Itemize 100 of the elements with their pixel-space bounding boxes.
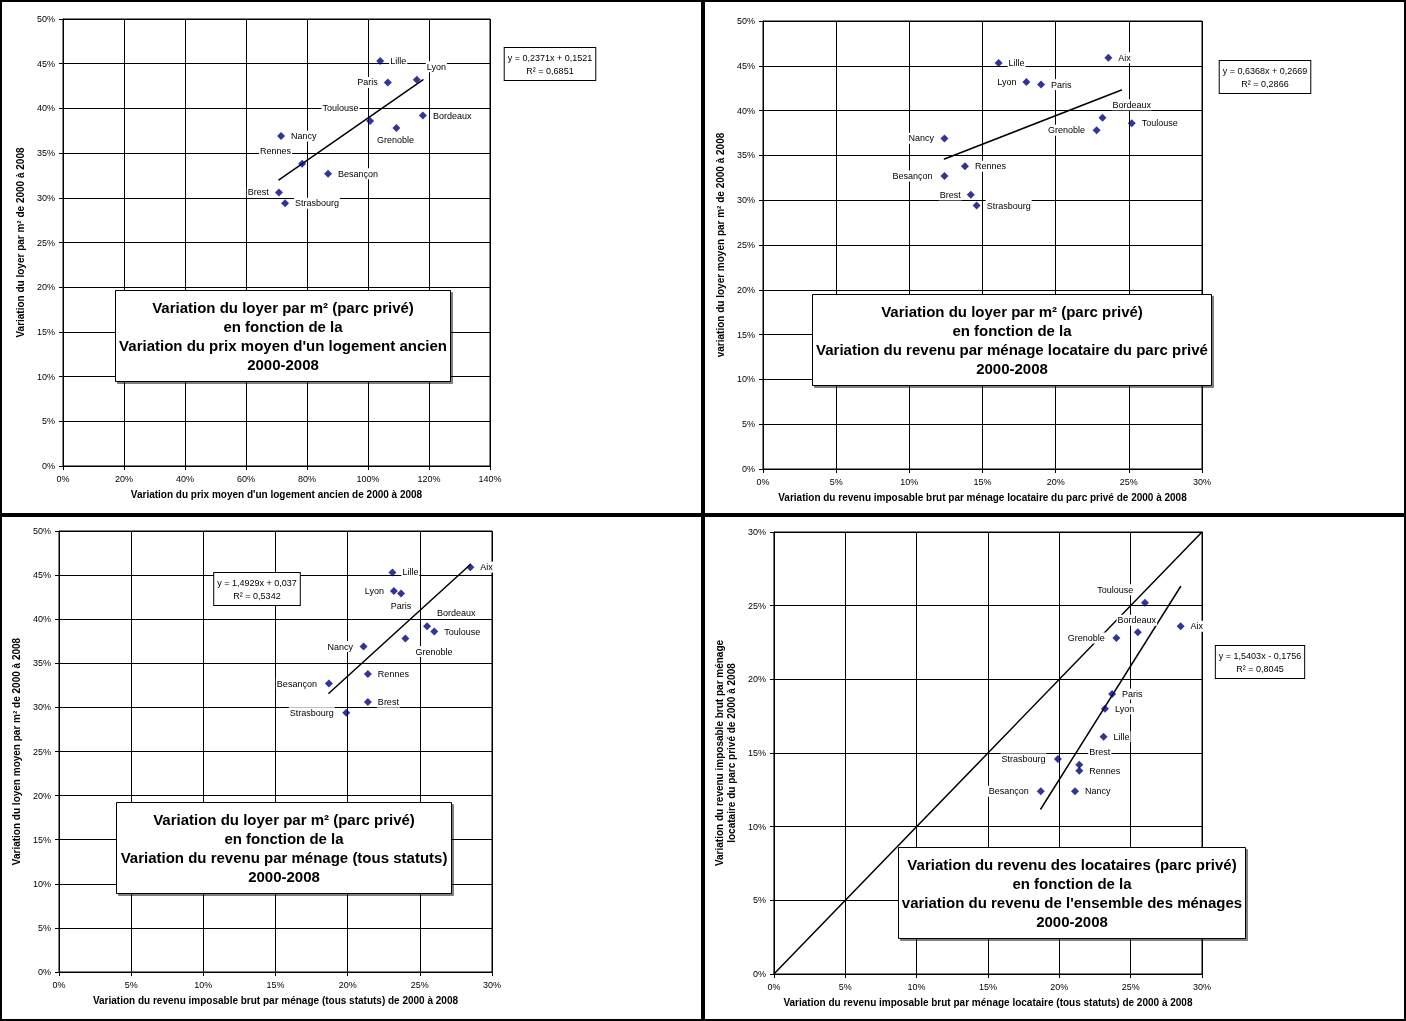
y-tick-label: 30% bbox=[32, 702, 51, 713]
y-tick-label: 40% bbox=[32, 614, 51, 625]
annotation: Lyon bbox=[426, 61, 446, 72]
point bbox=[423, 622, 432, 631]
point bbox=[366, 116, 375, 125]
point bbox=[1108, 690, 1117, 699]
annotation: Toulouse bbox=[444, 626, 481, 637]
point bbox=[392, 124, 401, 133]
x-axis-title: Variation du revenu imposable brut par ménage locataire (tous statuts) de 2000 à 2008 bbox=[783, 996, 1193, 1008]
annotation: y = 1,4929x + 0,037 R² = 0,5342 bbox=[217, 577, 297, 601]
point bbox=[1133, 628, 1142, 637]
annotation: Lille bbox=[1008, 58, 1025, 69]
y-tick-label: 50% bbox=[736, 16, 755, 26]
y-tick-label: 0% bbox=[741, 464, 755, 474]
annotation: Aix bbox=[1118, 52, 1132, 63]
y-tick-label: 40% bbox=[36, 103, 55, 114]
y-tick-label: 5% bbox=[37, 922, 51, 933]
y-tick-label: 25% bbox=[32, 746, 51, 757]
text: Variation du loyer par m² (parc privé) en fonction de la Variation du revenu par ménage locataire du parc privé 2000-2008 bbox=[816, 303, 1208, 377]
annotation: Toulouse bbox=[322, 102, 359, 113]
point bbox=[1098, 113, 1107, 122]
text: Variation du loyer par m² (parc privé) en fonction de la Variation du revenu par ménage (tous statuts) 2000-2008 bbox=[120, 811, 448, 885]
y-tick-label: 5% bbox=[752, 895, 766, 906]
text: y = 0,2371x + 0,1521 R² = 0,6851 bbox=[507, 52, 593, 76]
text: y = 1,5403x - 0,1756 R² = 0,8045 bbox=[1218, 650, 1302, 674]
annotation: Strasbourg bbox=[289, 707, 334, 718]
point bbox=[298, 159, 307, 168]
point bbox=[1071, 787, 1079, 796]
point bbox=[359, 642, 368, 651]
y-tick-label: 15% bbox=[747, 748, 766, 758]
point bbox=[277, 132, 286, 141]
annotation: Toulouse bbox=[1141, 118, 1178, 129]
annotation: Brest bbox=[939, 189, 962, 200]
point bbox=[1036, 787, 1045, 796]
y-tick-label: 0% bbox=[41, 461, 55, 471]
y-tick-label: 25% bbox=[747, 600, 766, 611]
annotation: Bordeaux bbox=[437, 608, 477, 619]
point bbox=[1022, 77, 1031, 86]
x-tick-label: 40% bbox=[175, 473, 195, 484]
annotation: Lille bbox=[390, 56, 407, 67]
annotation: Nancy bbox=[1085, 786, 1112, 797]
y-axis-title: Variation du loyen moyen par m² de 2000 à 2008 bbox=[10, 637, 22, 866]
x-tick-label: 30% bbox=[1192, 476, 1212, 487]
point bbox=[324, 169, 333, 178]
point bbox=[342, 708, 351, 717]
point bbox=[274, 188, 283, 197]
y-tick-label: 30% bbox=[736, 195, 755, 206]
x-tick-label: 100% bbox=[356, 473, 380, 484]
annotation: Rennes bbox=[377, 668, 410, 679]
y-tick-label: 10% bbox=[36, 371, 55, 382]
annotation: Bordeaux bbox=[432, 110, 472, 121]
annotation: Lyon bbox=[364, 585, 384, 596]
x-tick-label: 10% bbox=[194, 979, 213, 990]
x-tick-label: 15% bbox=[973, 476, 992, 487]
annotation: Nancy bbox=[291, 131, 318, 142]
annotation: Paris bbox=[1122, 689, 1144, 700]
y-tick-label: 30% bbox=[747, 527, 766, 537]
point bbox=[940, 172, 949, 181]
y-axis-title: variation du loyer moyen par m² de 2000 à 2008 bbox=[714, 132, 726, 358]
point bbox=[363, 698, 372, 707]
y-tick-label: 50% bbox=[32, 526, 51, 536]
annotation: Grenoble bbox=[1047, 125, 1085, 136]
x-tick-label: 20% bbox=[1046, 476, 1065, 487]
annotation: Rennes bbox=[1089, 765, 1121, 776]
point bbox=[966, 190, 975, 199]
y-tick-label: 5% bbox=[741, 419, 755, 430]
point bbox=[1099, 732, 1108, 741]
annotation: Aix bbox=[1190, 621, 1204, 632]
y-tick-label: 45% bbox=[32, 570, 51, 581]
x-tick-label: 25% bbox=[1121, 981, 1140, 992]
y-tick-label: 5% bbox=[41, 416, 55, 427]
x-tick-label: 20% bbox=[114, 473, 134, 484]
y-tick-label: 20% bbox=[36, 282, 55, 293]
point bbox=[1075, 760, 1084, 769]
y-tick-label: 15% bbox=[32, 834, 51, 845]
point bbox=[324, 679, 333, 688]
y-tick-label: 40% bbox=[736, 105, 755, 116]
x-tick-label: 0% bbox=[767, 981, 781, 992]
point bbox=[430, 627, 439, 636]
y-tick-label: 35% bbox=[36, 148, 55, 159]
x-axis-title: Variation du revenu imposable brut par ménage (tous statuts) de 2000 à 2008 bbox=[92, 994, 459, 1006]
x-tick-label: 0% bbox=[56, 473, 70, 484]
x-tick-label: 60% bbox=[236, 473, 256, 484]
point bbox=[1104, 53, 1113, 62]
x-tick-label: 20% bbox=[338, 979, 357, 990]
y-axis-title: Variation du loyer par m² de 2000 à 2008 bbox=[14, 147, 26, 338]
annotation: Paris bbox=[1051, 79, 1073, 90]
point bbox=[412, 75, 421, 84]
annotation: Brest bbox=[247, 187, 270, 198]
x-axis-title: Variation du revenu imposable brut par ménage locataire du parc privé de 2000 à 2008 bbox=[778, 491, 1188, 503]
annotation: Besançon bbox=[892, 171, 933, 182]
y-tick-label: 0% bbox=[37, 967, 51, 977]
annotation: Lille bbox=[1113, 731, 1130, 742]
annotation: Paris bbox=[390, 600, 412, 611]
y-tick-label: 15% bbox=[36, 326, 55, 337]
y-tick-label: 45% bbox=[36, 58, 55, 69]
x-tick-label: 80% bbox=[297, 473, 317, 484]
x-tick-label: 15% bbox=[266, 979, 285, 990]
annotation: Bordeaux bbox=[1112, 99, 1152, 110]
y-tick-label: 10% bbox=[736, 374, 755, 385]
